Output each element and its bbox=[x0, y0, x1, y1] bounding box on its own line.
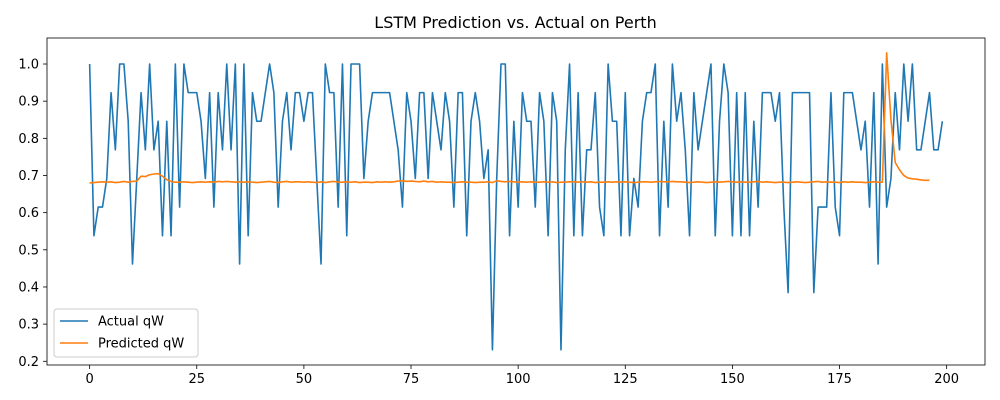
y-tick-label: 0.9 bbox=[18, 95, 39, 110]
legend: Actual qW Predicted qW bbox=[53, 308, 199, 358]
y-axis: 0.2 0.3 0.4 0.5 0.6 0.7 0.8 0.9 1.0 bbox=[18, 58, 47, 370]
y-tick-label: 0.4 bbox=[18, 280, 39, 295]
y-tick-label: 0.2 bbox=[18, 355, 39, 370]
y-tick-label: 0.5 bbox=[18, 243, 39, 258]
legend-label: Predicted qW bbox=[98, 337, 184, 352]
x-tick-label: 150 bbox=[720, 372, 745, 387]
legend-label: Actual qW bbox=[98, 315, 164, 330]
y-tick-label: 1.0 bbox=[18, 58, 39, 73]
x-tick-label: 75 bbox=[403, 372, 420, 387]
x-tick-label: 125 bbox=[613, 372, 638, 387]
y-tick-label: 0.3 bbox=[18, 318, 39, 333]
chart-title: LSTM Prediction vs. Actual on Perth bbox=[374, 13, 656, 32]
x-tick-label: 200 bbox=[934, 372, 959, 387]
legend-box bbox=[53, 308, 199, 358]
x-tick-label: 0 bbox=[85, 372, 93, 387]
y-tick-label: 0.8 bbox=[18, 132, 39, 147]
x-tick-label: 100 bbox=[506, 372, 531, 387]
y-tick-label: 0.6 bbox=[18, 206, 39, 221]
x-tick-label: 25 bbox=[188, 372, 205, 387]
series-line-actual bbox=[88, 63, 944, 351]
x-tick-label: 50 bbox=[296, 372, 313, 387]
plot-frame bbox=[46, 37, 986, 366]
x-tick-label: 175 bbox=[827, 372, 852, 387]
x-axis: 0 25 50 75 100 125 150 175 200 bbox=[85, 365, 959, 387]
series-lines bbox=[88, 52, 944, 351]
series-line-predicted bbox=[89, 52, 930, 184]
y-tick-label: 0.7 bbox=[18, 169, 39, 184]
